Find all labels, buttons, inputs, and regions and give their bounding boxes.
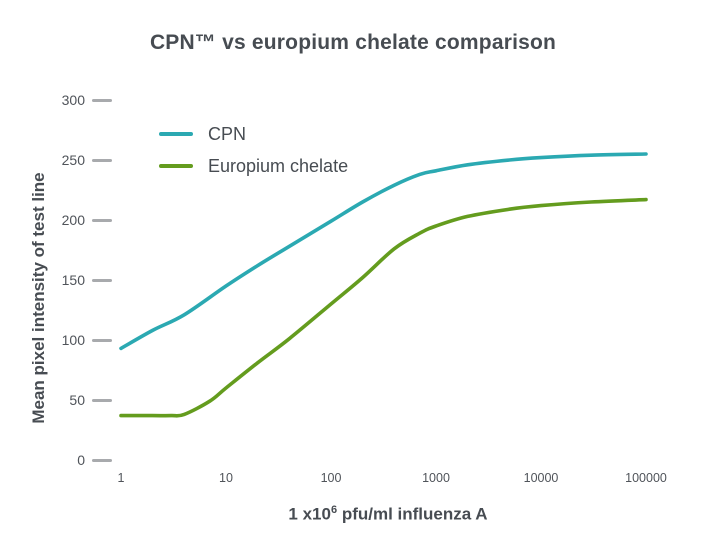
x-tick-label: 10000 [523,471,559,485]
x-axis-title-base: 1 x10 [288,504,331,524]
x-tick-label: 100 [320,471,342,485]
legend-swatch [159,132,193,136]
y-tick-label: 50 [69,392,85,408]
y-tick-label: 100 [61,332,85,348]
x-axis-title: 1 x106 pfu/ml influenza A [0,504,719,525]
y-tick-label: 0 [77,452,85,468]
y-tick-label: 200 [61,212,85,228]
y-tick-dash [92,218,112,222]
y-tick-dash [92,458,112,462]
y-tick-dash [92,398,112,402]
legend-item-europium-chelate: Europium chelate [159,150,348,182]
x-axis-title-unit: pfu/ml influenza A [337,504,488,524]
chart-title: CPN™ vs europium chelate comparison [149,31,557,54]
y-tick-label: 150 [61,272,85,288]
y-tick-dash [92,158,112,162]
x-tick-label: 1000 [422,471,450,485]
legend-label: Europium chelate [208,155,349,176]
series-line-cpn [119,152,648,351]
y-tick-label: 250 [61,152,85,168]
series-line-europium-chelate [119,197,648,418]
y-tick-dash [92,278,112,282]
legend: CPN Europium chelate [159,118,348,182]
x-axis-title-superscript: 6 [330,504,338,516]
y-tick-dash [92,338,112,342]
legend-item-cpn: CPN [159,118,348,150]
legend-label: CPN [208,123,247,144]
legend-swatch [159,164,193,168]
y-tick-label: 300 [61,92,85,108]
y-axis-title: Mean pixel intensity of test line [29,172,48,424]
x-tick-label: 1 [117,471,125,485]
x-tick-label: 10 [219,471,233,485]
x-tick-label: 100000 [625,471,667,485]
y-tick-dash [92,98,112,102]
